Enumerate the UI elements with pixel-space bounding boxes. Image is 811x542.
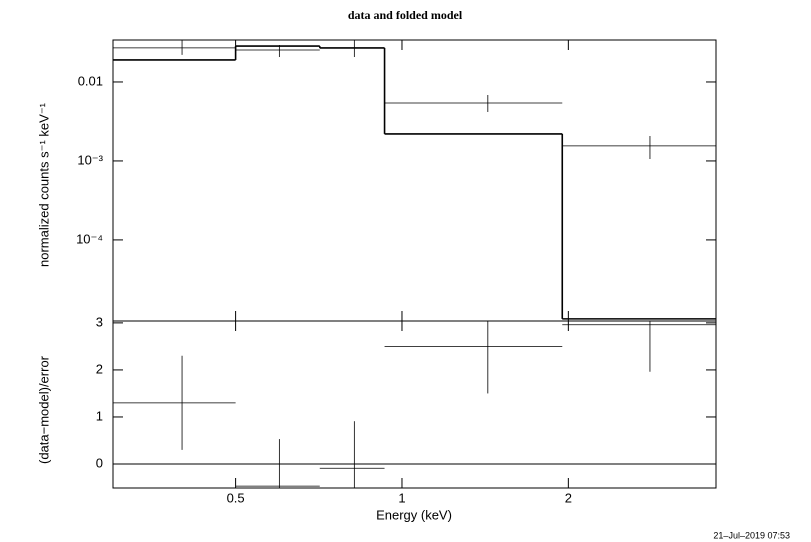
plot-frame — [112, 320, 717, 489]
y-tick-label: 2 — [96, 361, 103, 376]
chart-title: data and folded model — [348, 8, 463, 22]
y-tick-label: 0 — [96, 455, 103, 470]
y-axis-label: normalized counts s⁻¹ keV⁻¹ — [36, 102, 51, 267]
plot-frame — [112, 39, 717, 322]
x-tick-label: 2 — [565, 490, 572, 505]
y-tick-label: 10⁻⁴ — [76, 231, 103, 246]
y-tick-label: 3 — [96, 314, 103, 329]
x-tick-label: 1 — [398, 490, 405, 505]
y-tick-label: 1 — [96, 408, 103, 423]
plot-area — [113, 321, 716, 488]
plot-area — [113, 40, 716, 320]
x-tick-label: 0.5 — [227, 490, 245, 505]
x-axis-label: Energy (keV) — [376, 507, 452, 522]
y-axis-label: (data−model)/error — [36, 355, 51, 464]
y-tick-label: 0.01 — [78, 73, 103, 88]
timestamp: 21–Jul–2019 07:53 — [713, 530, 790, 540]
y-tick-label: 10⁻³ — [77, 152, 103, 167]
